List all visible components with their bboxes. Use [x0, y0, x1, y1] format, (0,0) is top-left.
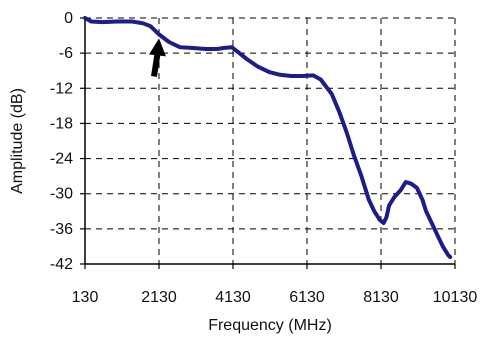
x-tick-label: 130: [72, 289, 99, 306]
y-tick-label: -18: [50, 115, 73, 132]
x-tick-label: 6130: [289, 289, 325, 306]
y-tick-label: -12: [50, 80, 73, 97]
x-tick-label: 8130: [363, 289, 399, 306]
x-axis-label: Frequency (MHz): [208, 317, 332, 334]
x-tick-label: 2130: [141, 289, 177, 306]
y-tick-label: -42: [50, 256, 73, 273]
annotation-arrow: [149, 38, 166, 77]
grid: [85, 17, 456, 264]
y-axis-label: Amplitude (dB): [9, 88, 26, 194]
y-tick-label: -6: [59, 45, 73, 62]
arrow-head: [149, 38, 166, 57]
x-tick-label: 4130: [215, 289, 251, 306]
x-tick-label: 10130: [433, 289, 478, 306]
y-tick-label: -24: [50, 151, 73, 168]
amplitude-series-line: [83, 16, 453, 259]
y-tick-label: -30: [50, 186, 73, 203]
tick-labels: 0 -6 -12 -18 -24 -30 -36 -42 130 2130 4130 6130 8130…: [50, 10, 477, 306]
axes: [80, 17, 456, 269]
series: [83, 16, 453, 259]
annotations: [149, 38, 166, 77]
y-tick-label: -36: [50, 221, 73, 238]
y-tick-label: 0: [64, 10, 73, 27]
